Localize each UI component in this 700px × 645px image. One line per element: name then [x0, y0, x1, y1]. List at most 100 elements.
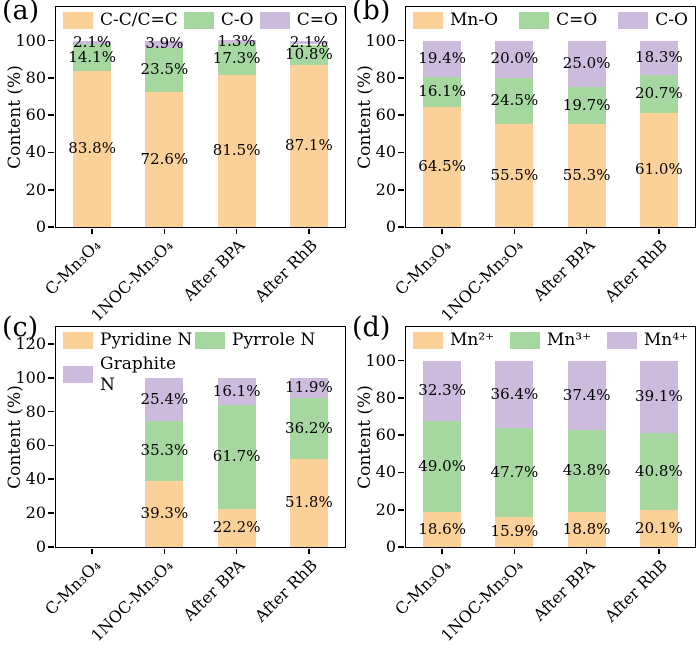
- bar-segment: [217, 75, 256, 227]
- bar-segment: [639, 113, 678, 227]
- bar-segment: [289, 44, 328, 65]
- bar-segment: [73, 70, 112, 227]
- bar-segment: [423, 360, 462, 421]
- value-label: 20.7%: [635, 84, 683, 103]
- y-tick-mark: [48, 188, 55, 191]
- value-label: 49.0%: [418, 456, 466, 475]
- value-label: 39.1%: [635, 387, 683, 406]
- x-tick-label: After RhB: [600, 555, 671, 626]
- bar-segment: [567, 123, 606, 227]
- bar-segment: [217, 509, 256, 547]
- y-tick-mark: [48, 151, 55, 154]
- value-label: 14.1%: [68, 47, 116, 66]
- legend-swatch: [63, 331, 93, 349]
- y-tick-mark: [48, 39, 55, 42]
- x-tick-mark: [585, 548, 588, 554]
- bar-segment: [73, 44, 112, 71]
- y-tick-label: 80: [25, 67, 46, 87]
- bar-segment: [567, 360, 606, 431]
- legend-swatch: [195, 331, 225, 349]
- y-tick-mark: [48, 410, 55, 413]
- y-tick-mark: [398, 39, 405, 42]
- y-tick-label: 120: [15, 333, 46, 353]
- y-tick-label: 40: [25, 142, 46, 162]
- y-tick-label: 0: [35, 217, 46, 236]
- x-tick-mark: [163, 548, 166, 554]
- legend-label: Pyrrole N: [232, 330, 316, 350]
- panel-d-label: (d): [352, 312, 391, 343]
- bar-segment: [567, 87, 606, 124]
- value-label: 19.4%: [418, 48, 466, 67]
- y-tick-label: 80: [25, 401, 46, 421]
- value-label: 3.9%: [145, 34, 184, 53]
- y-tick-label: 40: [25, 469, 46, 489]
- y-tick-label: 80: [375, 67, 396, 87]
- value-label: 55.3%: [562, 165, 611, 184]
- y-tick-label: 20: [375, 179, 396, 199]
- panel-c-label: (c): [2, 312, 39, 343]
- value-label: 1.3%: [217, 31, 256, 50]
- value-label: 23.5%: [140, 59, 189, 78]
- legend-item: C-O: [618, 10, 688, 30]
- panel-b: (b) Content (%) 0 20 40 60 80 100 C-Mn₃O₄ 64.5%…: [350, 0, 700, 325]
- y-tick-label: 0: [385, 537, 396, 556]
- y-tick-label: 100: [15, 367, 46, 387]
- bar-segment: [217, 405, 256, 510]
- y-tick-mark: [48, 376, 55, 379]
- legend-label: Mn²⁺: [450, 330, 495, 350]
- value-label: 19.7%: [562, 95, 611, 114]
- value-label: 40.8%: [635, 461, 683, 480]
- legend-swatch: [509, 331, 540, 349]
- y-tick-label: 60: [375, 105, 396, 125]
- panel-c: (c) Content (%) 0 20 40 60 80 100 120 C-Mn₃O₄ 1N…: [0, 312, 350, 645]
- x-tick-mark: [235, 548, 238, 554]
- bar-segment: [639, 360, 678, 434]
- legend-swatch: [183, 11, 214, 29]
- legend-swatch: [413, 331, 443, 349]
- y-tick-label: 20: [375, 499, 396, 519]
- panel-b-label: (b): [352, 0, 391, 26]
- bar-segment: [289, 377, 328, 399]
- plot-area-d: 0 20 40 60 80 100 C-Mn₃O₄ 18.6% 49.0% 32.3% 1NOC-M…: [365, 326, 696, 645]
- y-tick-label: 100: [365, 350, 396, 370]
- legend-swatch: [606, 331, 637, 349]
- value-label: 15.9%: [490, 522, 539, 541]
- value-label: 36.2%: [285, 418, 333, 437]
- x-tick-mark: [91, 228, 93, 234]
- x-tick-mark: [308, 228, 310, 234]
- value-label: 16.1%: [418, 81, 466, 100]
- legend: C-C/C=C C-O C=O: [56, 10, 345, 30]
- bar-segment: [217, 42, 256, 76]
- y-tick-label: 100: [365, 30, 396, 50]
- bar-segment: [289, 398, 328, 460]
- legend: Pyridine N Pyrrole N Graphite N: [56, 330, 345, 395]
- bar-segment: [289, 459, 328, 547]
- plot-area-b: 0 20 40 60 80 100 C-Mn₃O₄ 64.5% 16.1% 19.4% 1NOC-M…: [365, 6, 696, 325]
- value-label: 55.5%: [490, 165, 539, 184]
- y-tick-mark: [398, 151, 405, 154]
- x-tick-mark: [91, 548, 93, 554]
- bar-segment: [423, 40, 462, 77]
- x-tick-mark: [658, 228, 660, 234]
- y-tick-label: 100: [15, 30, 46, 50]
- y-axis-title-c: Content (%): [5, 385, 25, 489]
- bar-segment: [145, 47, 184, 92]
- y-tick-label: 20: [25, 503, 46, 523]
- x-tick-mark: [441, 228, 443, 234]
- value-label: 2.1%: [73, 32, 112, 51]
- y-tick-mark: [48, 114, 55, 116]
- legend-item: Graphite N: [63, 354, 195, 395]
- x-tick-label: C-Mn₃O₄: [391, 235, 455, 299]
- x-tick-mark: [235, 228, 238, 234]
- legend: Mn²⁺ Mn³⁺ Mn⁴⁺: [406, 330, 695, 350]
- legend-swatch: [519, 11, 550, 29]
- x-tick-mark: [308, 548, 310, 554]
- x-tick-label: After RhB: [250, 555, 321, 626]
- legend-swatch: [259, 11, 290, 29]
- value-label: 16.1%: [212, 381, 261, 400]
- x-tick-label: C-Mn₃O₄: [41, 235, 105, 299]
- value-label: 37.4%: [562, 385, 611, 404]
- legend-label: C-C/C=C: [100, 10, 178, 30]
- bar-segment: [145, 91, 184, 227]
- bar-segment: [289, 40, 328, 45]
